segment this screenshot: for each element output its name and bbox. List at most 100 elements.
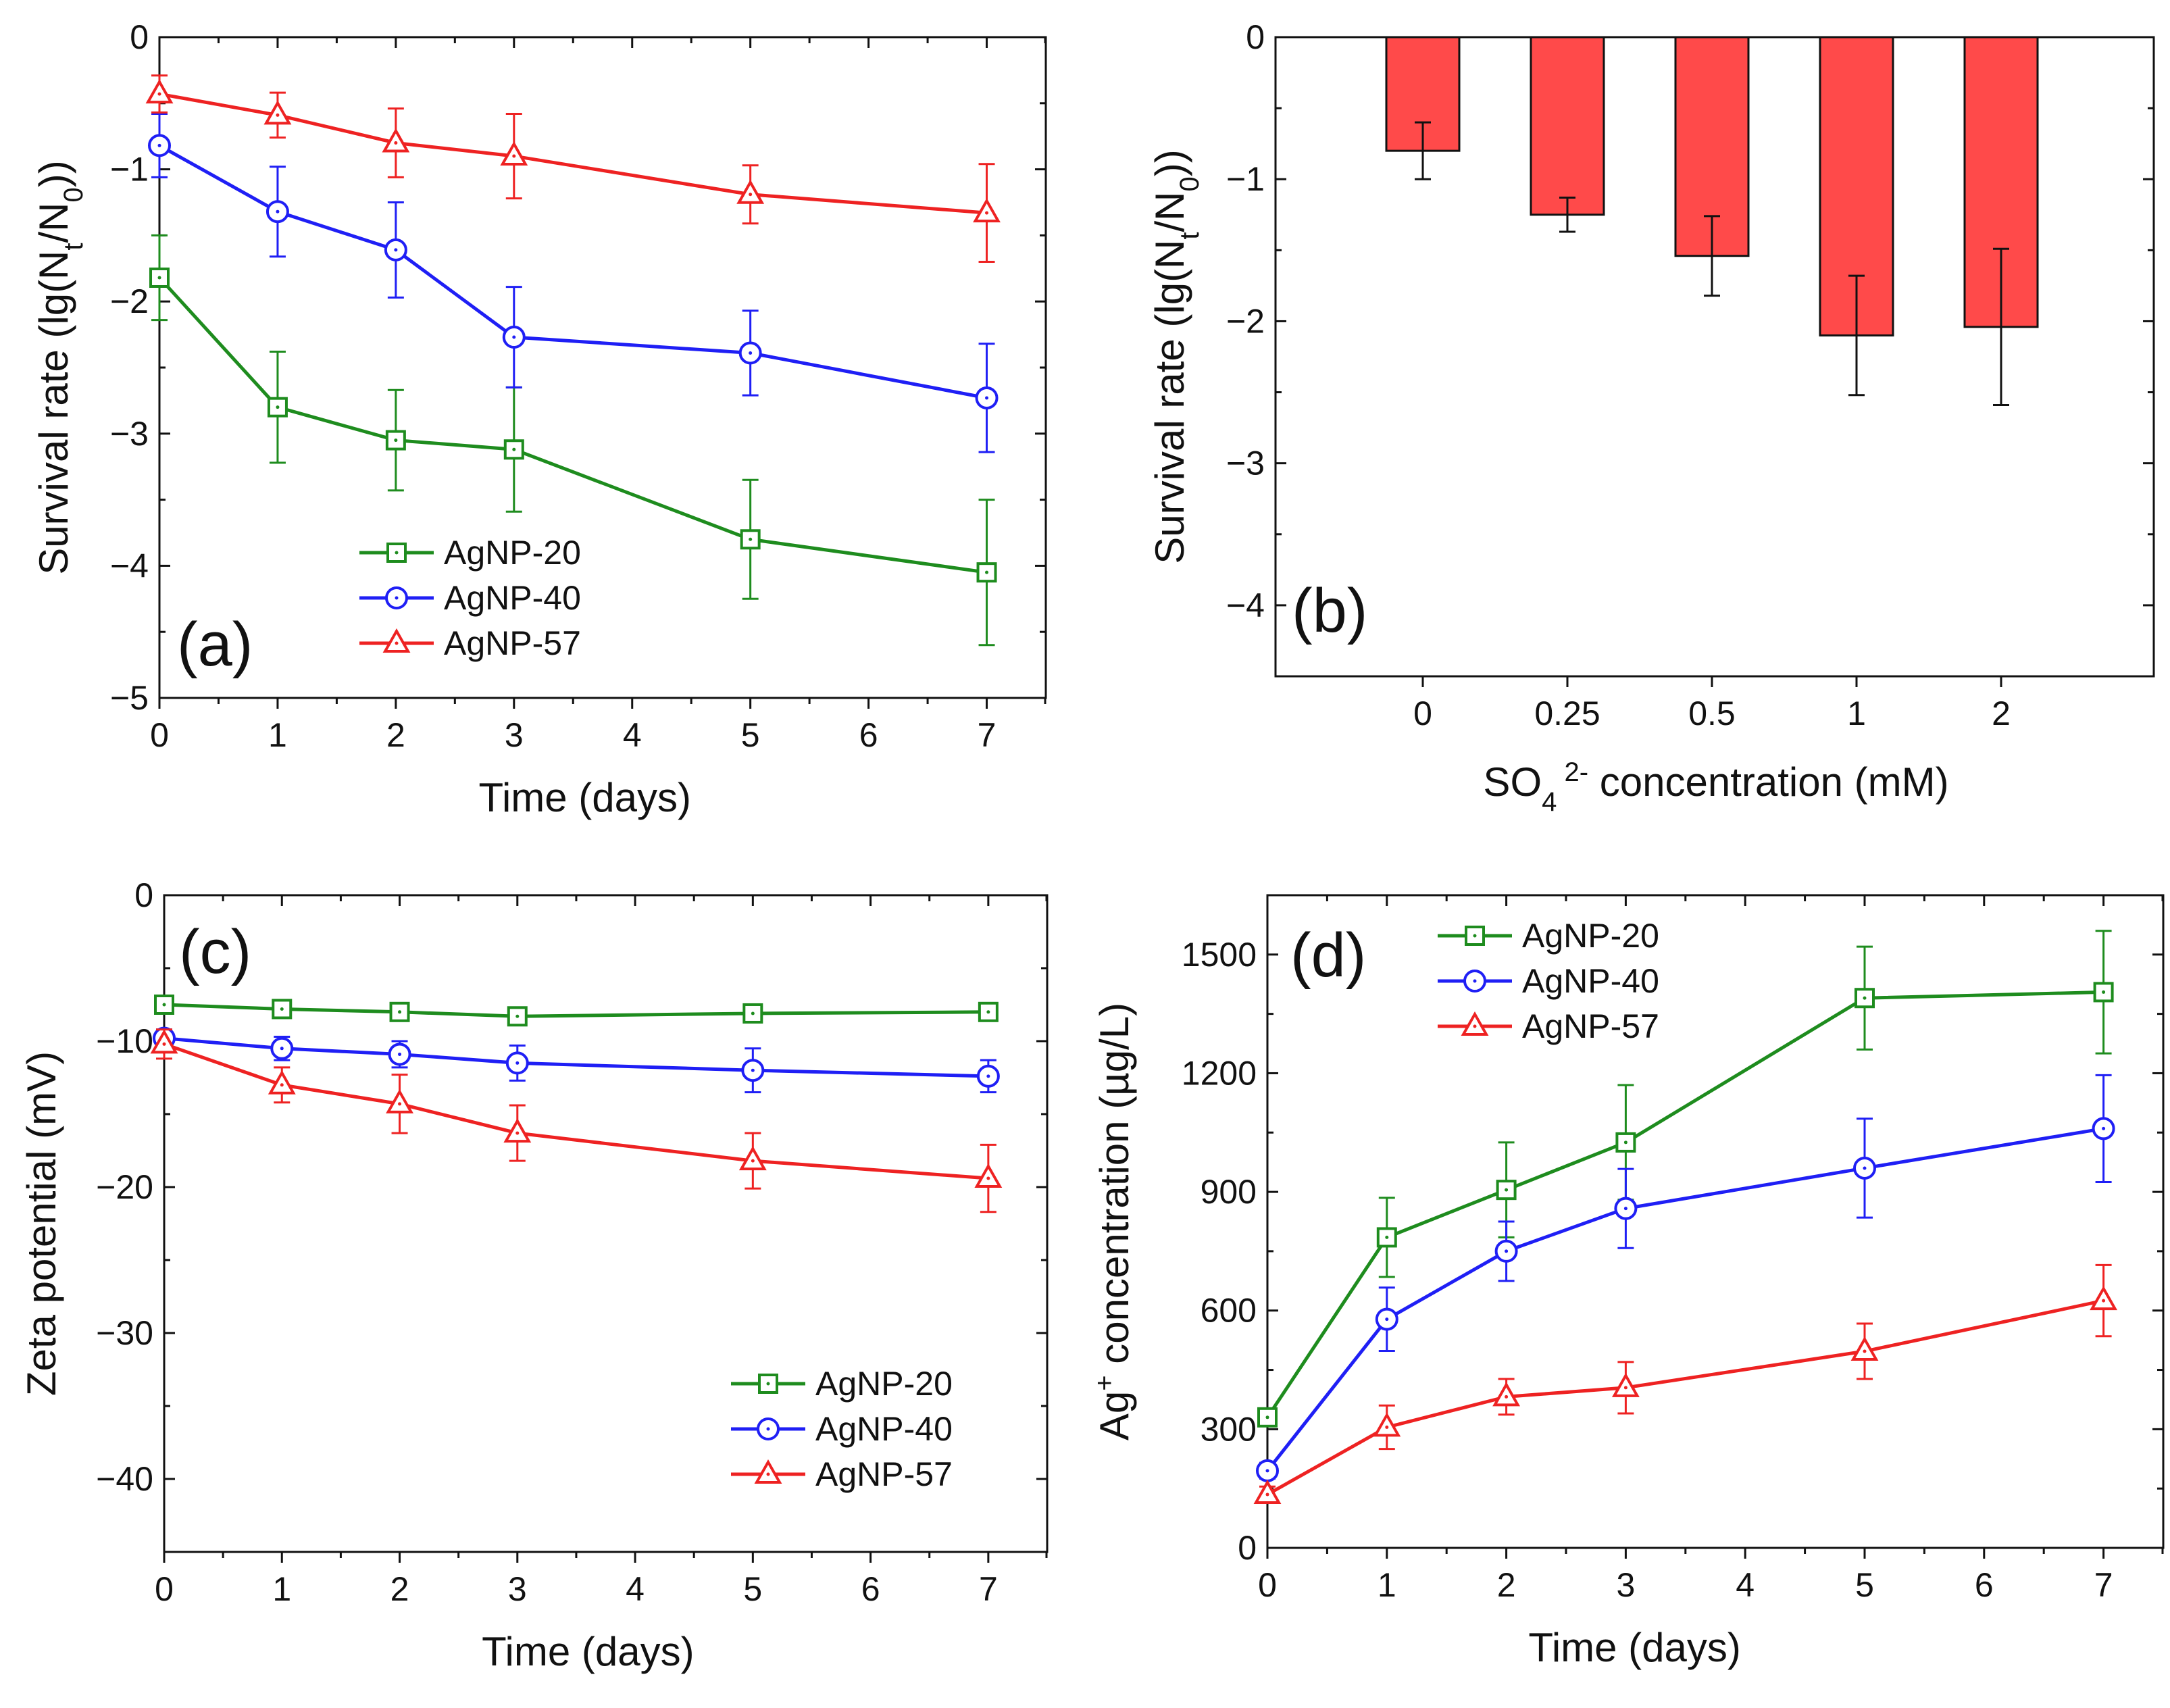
y-tick-label: −4 [1226, 586, 1265, 624]
x-tick-label: 2 [1992, 695, 2011, 732]
y-tick-label: −20 [96, 1168, 153, 1206]
x-tick-label: 6 [1975, 1566, 1994, 1604]
data-point [386, 1088, 413, 1113]
data-point-dot [394, 438, 398, 443]
y-tick-label: −3 [110, 415, 149, 453]
data-point-dot [512, 154, 516, 158]
data-point-dot [276, 405, 280, 409]
legend-label: AgNP-20 [1522, 917, 1659, 955]
data-point-dot [985, 211, 989, 215]
data-point [1373, 1412, 1401, 1437]
panel-label: (c) [179, 918, 251, 986]
legend: AgNP-20 AgNP-40 AgNP-57 [359, 534, 581, 662]
plot-frame [1266, 894, 2165, 1549]
x-tick-label: 3 [505, 716, 524, 754]
data-point-dot [1505, 1249, 1509, 1253]
data-point-dot [512, 335, 516, 339]
legend-label: AgNP-20 [815, 1365, 953, 1403]
data-point-dot [1265, 1492, 1269, 1497]
y-tick-label: −2 [110, 282, 149, 320]
data-point-dot [749, 193, 753, 197]
data-point-dot [749, 537, 753, 541]
data-point-dot [280, 1047, 284, 1051]
data-point-dot [1623, 1207, 1628, 1211]
legend-label: AgNP-40 [1522, 962, 1659, 1000]
data-point-dot [751, 1068, 755, 1072]
x-axis-title: Time (days) [1528, 1625, 1740, 1670]
data-point [150, 1029, 178, 1054]
x-tick-label: 5 [743, 1570, 762, 1608]
x-tick-label: 7 [979, 1570, 998, 1608]
y-axis-title: Zeta potential (mV) [19, 1051, 64, 1396]
data-point [1253, 1479, 1282, 1504]
legend-marker-dot [395, 596, 399, 600]
x-tick-label: 0 [150, 716, 169, 754]
data-point-dot [1863, 996, 1867, 1000]
data-point-dot [1505, 1188, 1509, 1192]
data-point-dot [1385, 1425, 1389, 1429]
y-tick-label: 0 [130, 18, 149, 56]
legend-label: AgNP-40 [444, 579, 581, 617]
data-point [503, 1118, 532, 1143]
series-agnp-40 [153, 1026, 1000, 1094]
data-point-dot [276, 209, 280, 214]
data-point-dot [162, 1042, 166, 1046]
y-tick-label: 1500 [1182, 936, 1257, 974]
y-tick-label: −3 [1226, 445, 1265, 482]
series-line [159, 92, 987, 215]
legend-label: AgNP-20 [444, 534, 581, 572]
plot-frame [158, 36, 1047, 699]
data-point [2090, 1286, 2118, 1311]
data-point [973, 198, 1001, 223]
legend: AgNP-20 AgNP-40 AgNP-57 [1438, 917, 1659, 1045]
data-point-dot [280, 1083, 284, 1087]
panel-d: 0 300 600 900 1200 1500 0 1 2 3 4 5 6 7 AgNP-20 AgNP-40… [1090, 894, 2165, 1670]
x-tick-label: 3 [1616, 1566, 1635, 1604]
x-tick-label: 7 [2094, 1566, 2113, 1604]
x-tick-label: 4 [1736, 1566, 1755, 1604]
x-tick-label: 5 [1855, 1566, 1874, 1604]
data-point-dot [394, 248, 398, 252]
series-line [163, 1042, 989, 1180]
data-point-dot [1385, 1317, 1389, 1322]
y-axis-title: Survival rate (lg(Nt/N0)) [1147, 149, 1205, 563]
y-tick-label: 600 [1201, 1292, 1257, 1330]
data-point-dot [985, 396, 989, 400]
series-line [158, 276, 987, 574]
data-point [272, 999, 293, 1020]
y-tick-label: 0 [1246, 18, 1265, 56]
bar [1530, 36, 1605, 216]
data-point-dot [2102, 1126, 2106, 1130]
y-tick-label: −4 [110, 547, 149, 584]
series-agnp-20 [1257, 930, 2114, 1428]
legend-marker-dot [395, 641, 399, 645]
x-tick-label: 0.5 [1688, 695, 1736, 732]
data-point [2093, 982, 2114, 1003]
data-point-dot [515, 1014, 520, 1018]
data-point-dot [515, 1061, 520, 1065]
data-point-dot [1623, 1140, 1628, 1145]
y-tick-label: 0 [1238, 1529, 1257, 1567]
data-point [1492, 1382, 1521, 1407]
data-point-dot [749, 351, 753, 355]
data-point-dot [162, 1003, 166, 1007]
legend-label: AgNP-40 [815, 1410, 953, 1448]
y-tick-label: −2 [1226, 302, 1265, 340]
legend-marker-dot [1473, 979, 1477, 983]
x-tick-label: 0.25 [1534, 695, 1600, 732]
data-point-dot [1505, 1395, 1509, 1399]
data-point-dot [986, 1074, 990, 1078]
y-tick-label: −1 [1226, 160, 1265, 198]
x-tick-label: 5 [741, 716, 760, 754]
x-tick-label: 6 [861, 1570, 880, 1608]
plot-frame [163, 894, 1049, 1553]
series-line [158, 144, 988, 400]
data-point-dot [2102, 1299, 2106, 1303]
x-tick-label: 6 [859, 716, 878, 754]
legend-marker-dot [766, 1382, 770, 1386]
data-point-dot [751, 1159, 755, 1163]
series-line [163, 1036, 988, 1078]
series-line [1266, 1299, 2104, 1497]
data-point [145, 79, 174, 104]
x-tick-label: 1 [1378, 1566, 1396, 1604]
